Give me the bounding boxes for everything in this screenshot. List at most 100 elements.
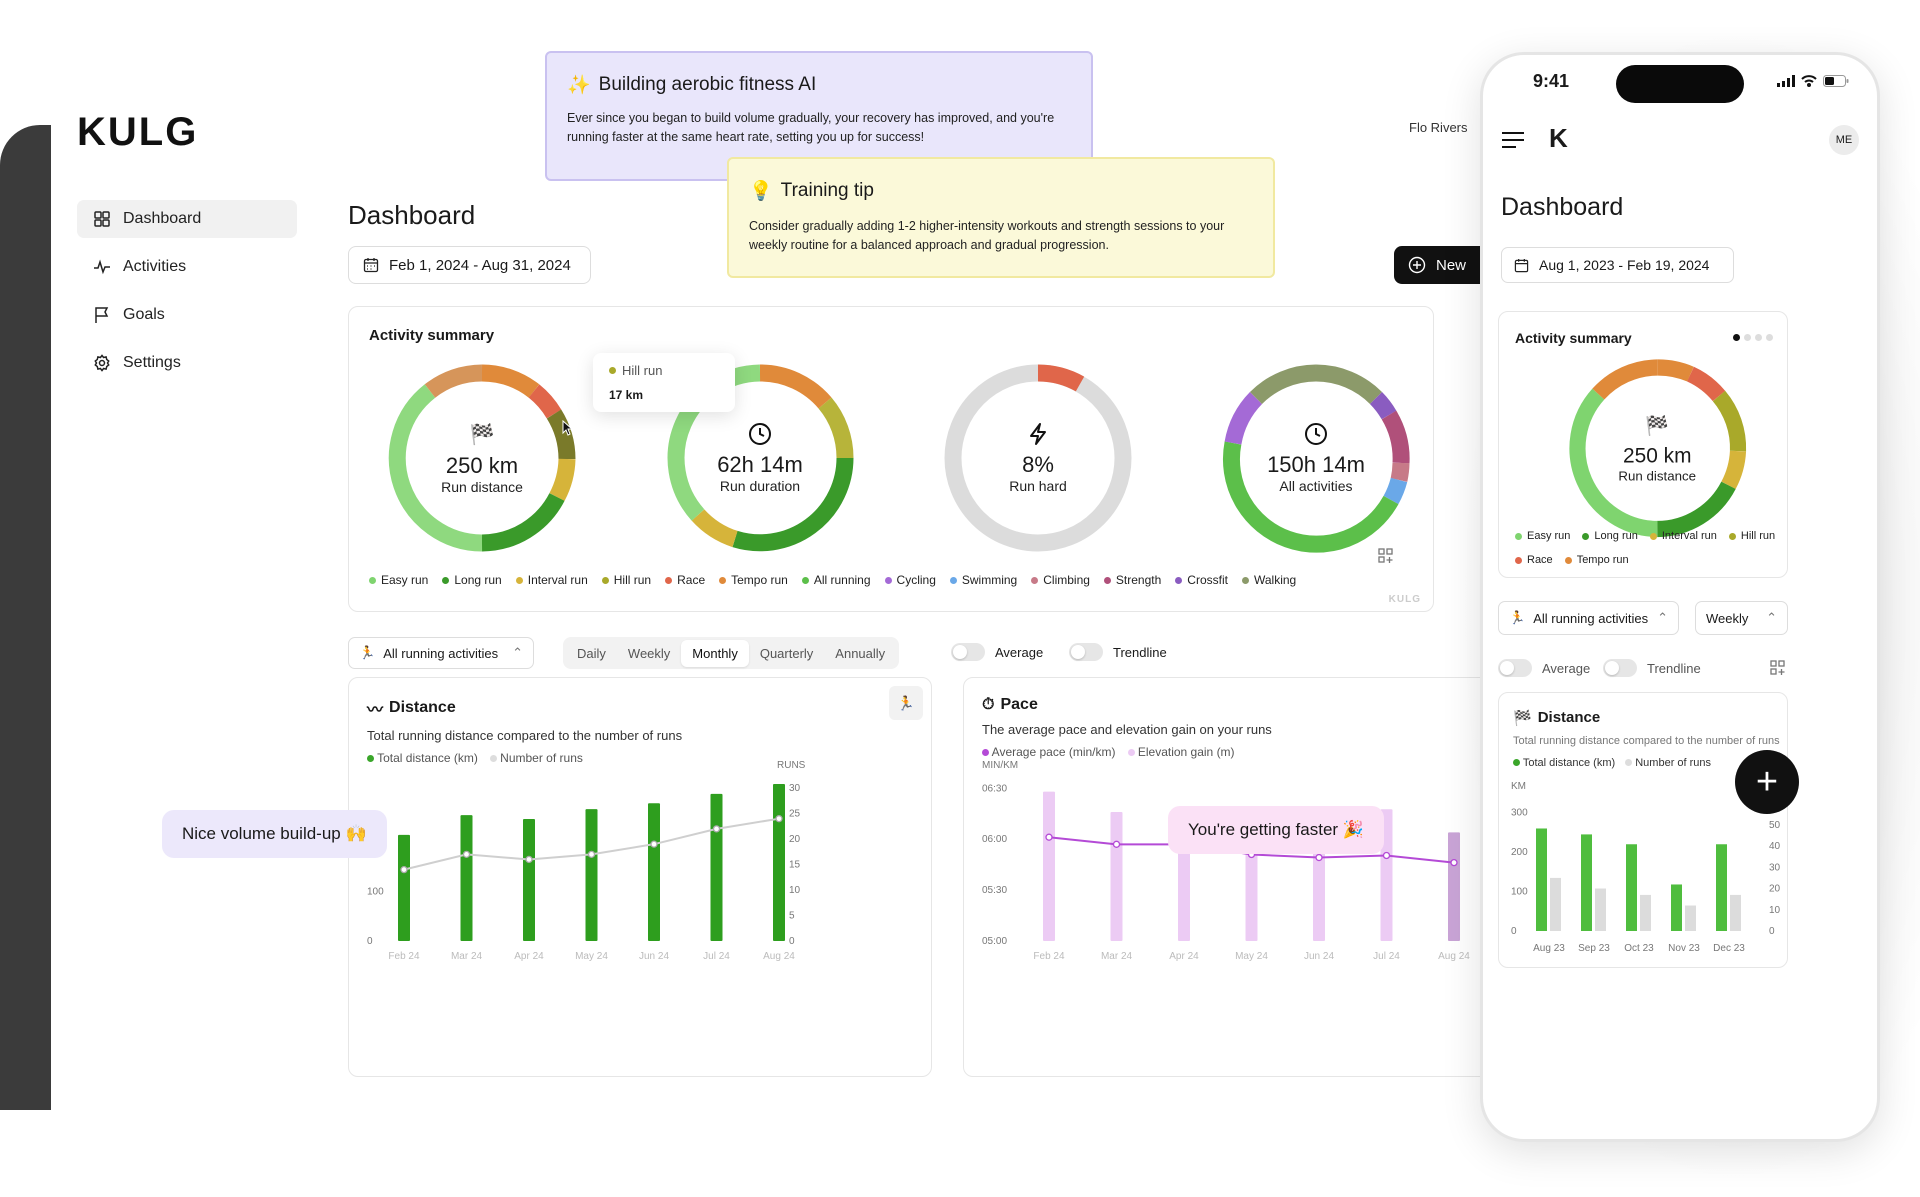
trendline-toggle[interactable]: Trendline xyxy=(1603,659,1701,677)
legend-item[interactable]: Tempo run xyxy=(1564,554,1629,566)
legend-item[interactable]: Easy run xyxy=(1515,530,1570,542)
ai-card-body: Ever since you began to build volume gra… xyxy=(567,111,1055,144)
legend-item[interactable]: Strength xyxy=(1103,573,1161,587)
y2-tick-label: 40 xyxy=(1769,841,1781,852)
user-name[interactable]: Flo Rivers xyxy=(1409,120,1468,135)
sidebar-item-dashboard[interactable]: Dashboard xyxy=(77,200,297,238)
donut-tooltip: Hill run 17 km xyxy=(593,353,735,412)
legend-item[interactable]: Easy run xyxy=(369,573,428,587)
date-range-picker[interactable]: Feb 1, 2024 - Aug 31, 2024 xyxy=(348,246,591,284)
legend-item[interactable]: Swimming xyxy=(949,573,1017,587)
y2-tick-label: 30 xyxy=(789,783,801,794)
elevation-bar xyxy=(1313,839,1325,941)
pace-point xyxy=(1112,840,1121,848)
legend-item[interactable]: Long run xyxy=(442,573,502,587)
toggle-switch[interactable] xyxy=(1069,643,1103,661)
x-tick-label: Jun 24 xyxy=(1304,951,1334,962)
donut-run-distance[interactable]: 🏁 250 km Run distance xyxy=(387,363,577,553)
average-toggle[interactable]: Average xyxy=(1498,659,1590,677)
legend-item[interactable]: Hill run xyxy=(1728,530,1775,542)
app-logo[interactable]: KULG xyxy=(77,110,199,154)
legend-item[interactable]: Hill run xyxy=(601,573,651,587)
donut-label: Run duration xyxy=(719,478,801,494)
signal-icon xyxy=(1777,75,1795,87)
sidebar-item-goals[interactable]: Goals xyxy=(77,296,297,334)
activity-type-select[interactable]: 🏃 All running activities ⌃ xyxy=(1498,601,1679,635)
distance-bar xyxy=(773,783,785,941)
elevation-bar xyxy=(1245,848,1258,941)
runs-point xyxy=(650,840,658,848)
sidebar-item-activities[interactable]: Activities xyxy=(77,248,297,286)
distance-bar xyxy=(1671,884,1682,931)
toggle-switch[interactable] xyxy=(1498,659,1532,677)
runs-bar xyxy=(1730,894,1741,931)
distance-bar xyxy=(648,803,660,941)
dynamic-island xyxy=(1616,65,1744,103)
donut-run-distance[interactable]: 🏁 250 km Run distance xyxy=(1567,358,1748,539)
average-toggle[interactable]: Average xyxy=(951,643,1043,661)
distance-bar xyxy=(460,815,473,941)
runs-bar xyxy=(1595,888,1606,931)
elevation-bar xyxy=(1043,791,1055,941)
activity-type-select[interactable]: 🏃 All running activities ⌃ xyxy=(348,637,534,669)
clock-icon xyxy=(749,423,771,445)
chart-title: Distance xyxy=(1537,709,1601,726)
calendar-icon xyxy=(1514,258,1529,272)
card-title: Activity summary xyxy=(1515,330,1632,346)
chevron-updown-icon: ⌃ xyxy=(1657,610,1668,625)
legend-item[interactable]: All running xyxy=(801,573,871,587)
legend-item[interactable]: Crossfit xyxy=(1175,573,1228,587)
period-weekly[interactable]: Weekly xyxy=(627,645,671,661)
legend-item[interactable]: Interval run xyxy=(1649,530,1717,542)
y2-tick-label: 10 xyxy=(1769,905,1781,916)
activity-summary-card: Activity summary xyxy=(348,306,1434,612)
legend-item[interactable]: Interval run xyxy=(515,573,588,587)
distance-bar xyxy=(1536,828,1547,931)
period-select[interactable]: Weekly ⌃ xyxy=(1695,601,1788,635)
donut-ring xyxy=(1222,364,1410,553)
distance-bar xyxy=(1581,834,1592,931)
pace-point xyxy=(1450,858,1458,867)
legend-item[interactable]: Long run xyxy=(1582,530,1638,542)
avatar[interactable]: ME xyxy=(1829,125,1859,155)
flag-icon xyxy=(95,307,109,323)
phone-logo-mark[interactable]: K xyxy=(1549,123,1568,153)
y-axis-label: KM xyxy=(1511,781,1526,792)
period-monthly[interactable]: Monthly xyxy=(681,639,749,667)
legend-item[interactable]: Tempo run xyxy=(719,573,788,587)
toggle-label: Trendline xyxy=(1113,644,1167,660)
legend-item[interactable]: Race xyxy=(665,573,705,587)
legend-item[interactable]: Race xyxy=(1515,554,1553,566)
period-annually[interactable]: Annually xyxy=(835,645,886,661)
trendline-toggle[interactable]: Trendline xyxy=(1069,643,1167,661)
x-tick-label: Sep 23 xyxy=(1578,943,1610,954)
training-tip-card[interactable]: 💡 Training tip Consider gradually adding … xyxy=(727,157,1275,278)
y2-tick-label: 25 xyxy=(789,809,801,820)
donut-run-hard[interactable]: 8% Run hard xyxy=(943,363,1133,553)
y-tick-label: 100 xyxy=(1511,887,1528,898)
date-range-picker[interactable]: Aug 1, 2023 - Feb 19, 2024 xyxy=(1501,247,1734,283)
toggle-switch[interactable] xyxy=(951,643,985,661)
period-quarterly[interactable]: Quarterly xyxy=(759,645,814,661)
period-daily[interactable]: Daily xyxy=(577,645,606,661)
sidebar-item-label: Activities xyxy=(123,258,187,275)
distance-bar xyxy=(585,809,598,941)
legend-item[interactable]: Walking xyxy=(1241,573,1296,587)
toggle-switch[interactable] xyxy=(1603,659,1637,677)
date-range-text: Aug 1, 2023 - Feb 19, 2024 xyxy=(1539,257,1710,273)
widget-add-icon[interactable] xyxy=(1377,547,1395,565)
x-tick-label: Dec 23 xyxy=(1713,943,1745,954)
running-icon: 🏃 xyxy=(1509,610,1526,625)
hamburger-menu-icon[interactable] xyxy=(1501,131,1525,149)
legend-item: Number of runs xyxy=(1625,757,1711,769)
add-fab-button[interactable]: + xyxy=(1735,750,1799,814)
carousel-dots[interactable] xyxy=(1733,334,1773,341)
tooltip-value: 17 km xyxy=(609,388,644,402)
x-tick-label: Feb 24 xyxy=(388,951,420,962)
legend-item[interactable]: Cycling xyxy=(884,573,936,587)
donut-all-activities[interactable]: 150h 14m All activities xyxy=(1221,363,1411,553)
widget-add-icon[interactable] xyxy=(1769,659,1787,677)
running-filter-button[interactable]: 🏃 xyxy=(889,686,923,720)
sidebar-item-settings[interactable]: Settings xyxy=(77,344,297,382)
legend-item[interactable]: Climbing xyxy=(1031,573,1090,587)
